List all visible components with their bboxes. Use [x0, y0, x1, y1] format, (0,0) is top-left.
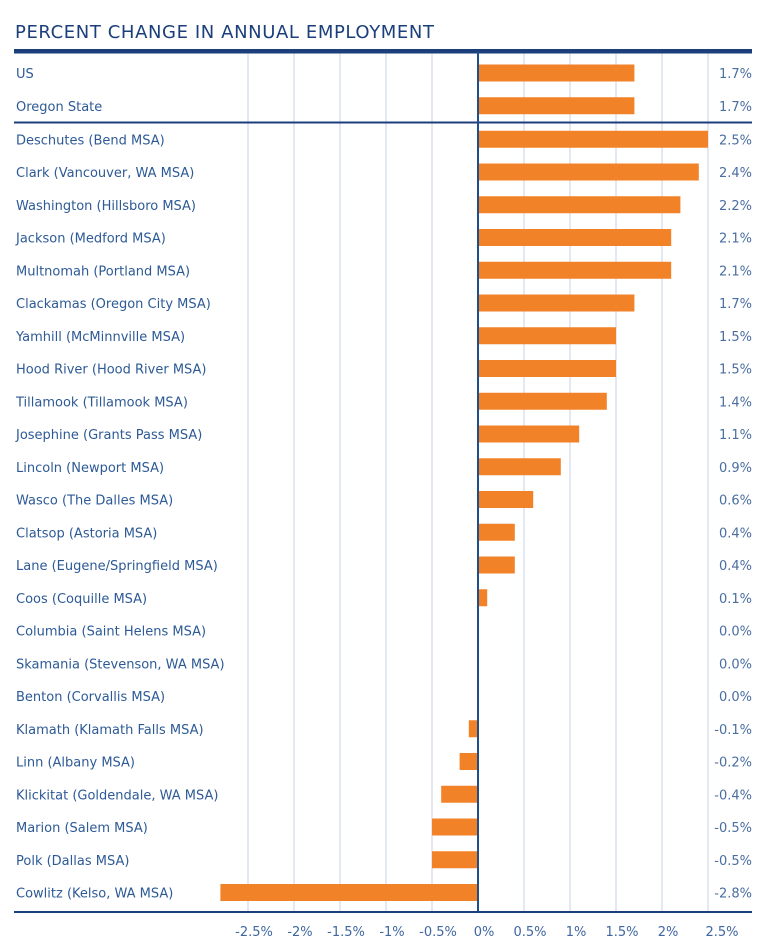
category-label: Klamath (Klamath Falls MSA): [16, 723, 204, 738]
category-label: Tillamook (Tillamook MSA): [15, 395, 188, 410]
x-tick-label: 1%: [566, 925, 587, 940]
category-label: Josephine (Grants Pass MSA): [15, 428, 202, 443]
bar: [478, 229, 672, 246]
x-tick-label: 0.5%: [513, 925, 546, 940]
bar: [478, 458, 561, 476]
bar: [432, 851, 478, 869]
x-tick-label: 2%: [658, 925, 679, 940]
category-label: Hood River (Hood River MSA): [16, 363, 207, 378]
data-label: 0.4%: [719, 526, 752, 541]
bar: [478, 196, 681, 214]
x-tick-label: -2.5%: [235, 925, 273, 940]
category-label: Lincoln (Newport MSA): [16, 461, 164, 476]
bar: [478, 425, 580, 443]
x-tick-label: -0.5%: [419, 925, 457, 940]
bar: [441, 785, 478, 803]
gridlines: [247, 51, 709, 912]
category-label: Deschutes (Bend MSA): [16, 133, 165, 148]
data-label: -0.4%: [714, 788, 752, 803]
category-label: Jackson (Medford MSA): [15, 232, 166, 247]
data-label: 2.2%: [719, 199, 752, 214]
data-label: 2.4%: [719, 166, 752, 181]
category-label: Clackamas (Oregon City MSA): [16, 297, 211, 312]
category-label: Washington (Hillsboro MSA): [16, 199, 196, 214]
category-label: Linn (Albany MSA): [16, 756, 135, 771]
category-label: US: [16, 67, 34, 82]
category-label: Polk (Dallas MSA): [16, 854, 129, 869]
rules: [14, 49, 752, 913]
data-label: 2.1%: [719, 264, 752, 279]
bar: [468, 720, 478, 738]
category-label: Coos (Coquille MSA): [16, 592, 147, 607]
data-label: 0.0%: [719, 625, 752, 640]
x-tick-label: 1.5%: [605, 925, 638, 940]
value-labels: 1.7% 1.7% 2.5% 2.4% 2.2% 2.1% 2.1% 1.7% 1.5% 1.5%…: [714, 67, 752, 902]
category-label: Marion (Salem MSA): [16, 821, 148, 836]
bar: [478, 327, 616, 345]
x-tick-label: -1%: [379, 925, 404, 940]
data-label: 1.5%: [719, 363, 752, 378]
category-label: Multnomah (Portland MSA): [16, 264, 190, 279]
category-label: Klickitat (Goldendale, WA MSA): [16, 788, 218, 803]
x-tick-label: -2%: [287, 925, 312, 940]
bar: [478, 64, 635, 82]
data-label: -0.5%: [714, 854, 752, 869]
data-label: 1.1%: [719, 428, 752, 443]
data-label: 0.0%: [719, 690, 752, 705]
bar: [478, 360, 616, 377]
top-rule: [14, 49, 752, 54]
category-label: Cowlitz (Kelso, WA MSA): [16, 887, 173, 902]
bar: [478, 261, 672, 279]
bar: [478, 392, 607, 410]
category-label: Lane (Eugene/Springfield MSA): [16, 559, 218, 574]
data-label: 0.1%: [719, 592, 752, 607]
category-label: Columbia (Saint Helens MSA): [16, 625, 206, 640]
x-tick-label: 2.5%: [705, 925, 738, 940]
bar: [478, 491, 534, 508]
category-label: Clatsop (Astoria MSA): [16, 526, 157, 541]
data-label: 1.7%: [719, 67, 752, 82]
category-label: Wasco (The Dalles MSA): [16, 494, 173, 509]
bar: [478, 556, 515, 574]
data-label: 0.4%: [719, 559, 752, 574]
data-label: 2.5%: [719, 133, 752, 148]
bar: [478, 97, 635, 115]
bar: [478, 589, 488, 607]
bar: [478, 163, 699, 181]
data-label: 1.5%: [719, 330, 752, 345]
row-labels: US Oregon State Deschutes (Bend MSA) Clark …: [15, 67, 225, 902]
bar: [478, 130, 708, 148]
data-label: 1.7%: [719, 100, 752, 115]
bar: [220, 884, 478, 901]
data-label: 0.6%: [719, 494, 752, 509]
data-label: -0.1%: [714, 723, 752, 738]
chart-title: PERCENT CHANGE IN ANNUAL EMPLOYMENT: [15, 22, 435, 43]
data-label: 0.9%: [719, 461, 752, 476]
bar: [478, 294, 635, 312]
category-label: Clark (Vancouver, WA MSA): [16, 166, 194, 181]
bar: [478, 523, 515, 541]
category-label: Yamhill (McMinnville MSA): [15, 330, 185, 345]
data-label: -2.8%: [714, 887, 752, 902]
bar: [432, 818, 478, 836]
category-label: Oregon State: [16, 100, 102, 115]
category-label: Skamania (Stevenson, WA MSA): [16, 657, 225, 672]
x-tick-label: -1.5%: [327, 925, 365, 940]
x-axis-ticks: -2.5% -2% -1.5% -1% -0.5% 0% 0.5% 1% 1.5% 2% 2.5%: [235, 925, 738, 940]
data-label: 1.7%: [719, 297, 752, 312]
category-label: Benton (Corvallis MSA): [16, 690, 165, 705]
bar: [459, 753, 478, 770]
x-tick-label: 0%: [474, 925, 495, 940]
data-label: 0.0%: [719, 657, 752, 672]
data-label: 2.1%: [719, 232, 752, 247]
data-label: 1.4%: [719, 395, 752, 410]
data-label: -0.5%: [714, 821, 752, 836]
data-label: -0.2%: [714, 756, 752, 771]
bars: [220, 64, 708, 901]
